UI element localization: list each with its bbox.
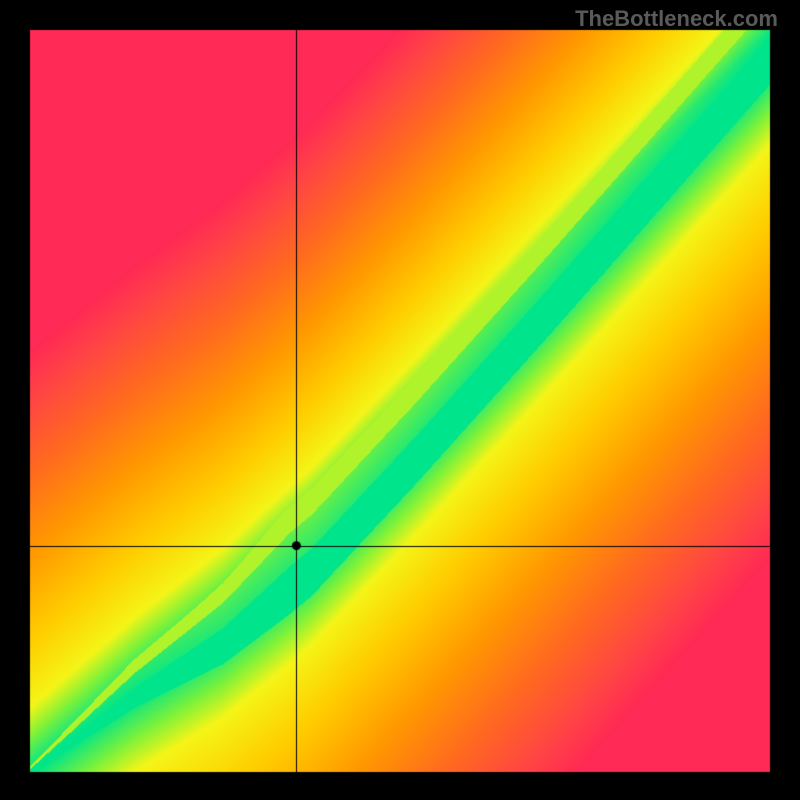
bottleneck-heatmap (0, 0, 800, 800)
watermark-text: TheBottleneck.com (575, 6, 778, 32)
chart-container: TheBottleneck.com (0, 0, 800, 800)
